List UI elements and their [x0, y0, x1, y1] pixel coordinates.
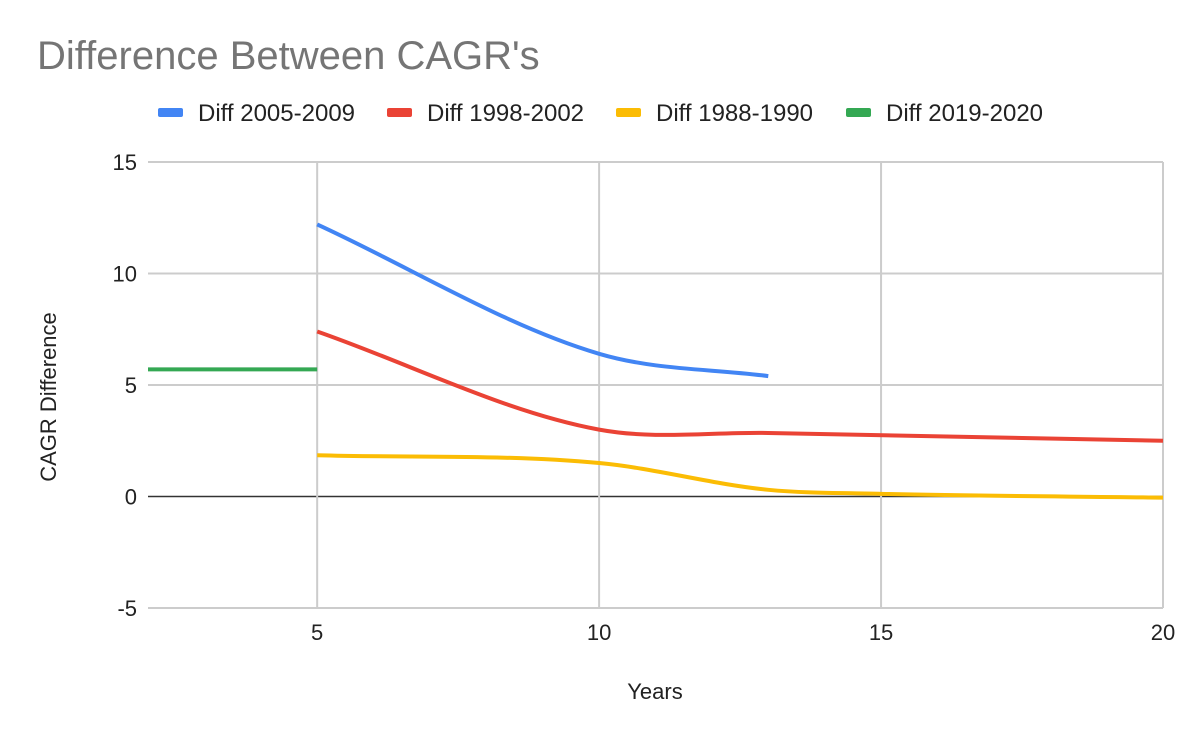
y-tick-label: -5 — [117, 596, 137, 621]
series-group — [148, 222, 1164, 500]
legend-swatch — [387, 108, 412, 117]
legend-swatch — [616, 108, 641, 117]
legend-item-diff-1988-1990[interactable]: Diff 1988-1990 — [616, 100, 813, 127]
legend: Diff 2005-2009 Diff 1998-2002 Diff 1988-19… — [158, 100, 1043, 127]
y-tick-label: 0 — [125, 485, 137, 510]
legend-swatch — [158, 108, 183, 117]
legend-label: Diff 2019-2020 — [886, 100, 1043, 127]
legend-label: Diff 1998-2002 — [427, 100, 584, 127]
y-tick-label: 15 — [113, 150, 137, 175]
legend-item-diff-2019-2020[interactable]: Diff 2019-2020 — [846, 100, 1043, 127]
legend-swatch — [846, 108, 871, 117]
y-axis-label: CAGR Difference — [36, 312, 61, 482]
series-line-diff-1988-1990 — [317, 453, 1164, 500]
y-tick-label: 10 — [113, 262, 137, 287]
x-tick-label: 5 — [311, 620, 323, 645]
grid — [148, 161, 1164, 609]
x-tick-label: 20 — [1151, 620, 1175, 645]
y-tick-label: 5 — [125, 373, 137, 398]
x-axis-ticks: 5 10 15 20 — [311, 620, 1175, 645]
x-tick-label: 10 — [587, 620, 611, 645]
x-tick-label: 15 — [869, 620, 893, 645]
chart-title: Difference Between CAGR's — [37, 34, 540, 78]
x-axis-label: Years — [627, 679, 682, 704]
series-line-diff-1998-2002 — [316, 329, 1164, 443]
series-line-diff-2005-2009 — [316, 222, 769, 379]
legend-item-diff-2005-2009[interactable]: Diff 2005-2009 — [158, 100, 355, 127]
legend-item-diff-1998-2002[interactable]: Diff 1998-2002 — [387, 100, 584, 127]
legend-label: Diff 1988-1990 — [656, 100, 813, 127]
legend-label: Diff 2005-2009 — [198, 100, 355, 127]
y-axis-ticks: -5 0 5 10 15 — [113, 150, 137, 621]
